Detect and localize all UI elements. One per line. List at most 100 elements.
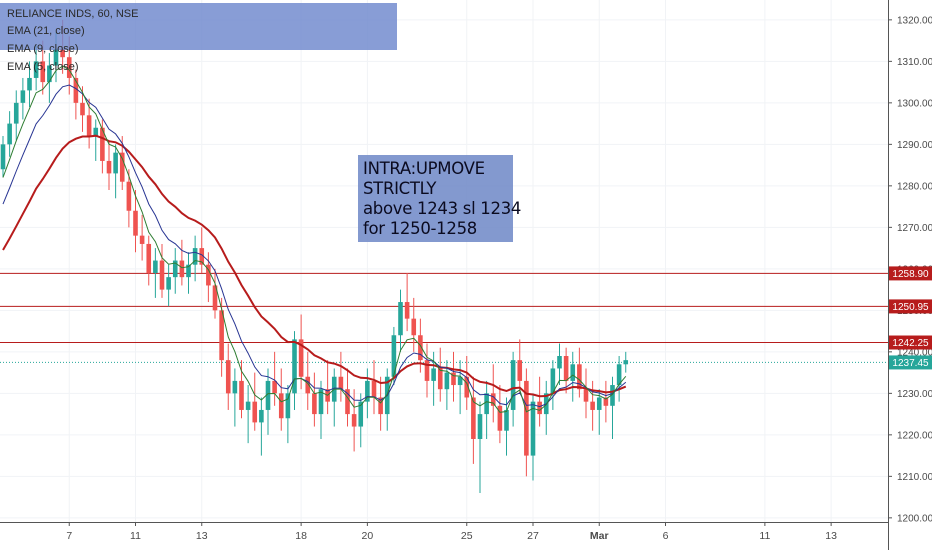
candle-body — [537, 401, 542, 415]
candle-body — [265, 380, 271, 410]
candle-body — [73, 77, 79, 103]
time-tick-label: 11 — [759, 530, 770, 542]
candle-body — [411, 318, 417, 336]
time-tick-label: Mar — [590, 530, 609, 542]
legend-symbol[interactable]: RELIANCE INDS, 60, NSE — [7, 8, 139, 20]
candle-body — [298, 339, 304, 377]
candle-body — [93, 127, 99, 137]
candle-body — [603, 397, 609, 406]
time-tick-label: 27 — [527, 530, 539, 542]
candle-body — [623, 360, 629, 365]
candle-body — [119, 152, 125, 182]
last-price-label: 1237.45 — [892, 358, 929, 369]
time-tick-label: 7 — [66, 530, 72, 542]
candle-body — [570, 364, 576, 381]
candle-body — [139, 235, 145, 244]
candle-body — [338, 376, 344, 390]
level-price-label: 1258.90 — [892, 269, 929, 280]
candle-body — [550, 368, 556, 394]
time-tick-label: 13 — [196, 530, 208, 542]
ema-5-line — [2, 65, 627, 413]
level-price-label: 1250.95 — [892, 302, 929, 313]
level-price-tag — [889, 335, 932, 350]
candle-body — [47, 65, 52, 83]
candle-body — [577, 364, 582, 390]
candle-body — [590, 401, 595, 410]
candle-body — [312, 393, 317, 415]
legend-ema-9[interactable]: EMA (9, close) — [7, 43, 79, 55]
candle-body — [424, 360, 430, 381]
candle-body — [60, 48, 65, 58]
candle-body — [199, 248, 205, 265]
time-tick-label: 6 — [663, 530, 669, 542]
price-tick-label: 1310.00 — [897, 57, 932, 68]
candle-body — [477, 414, 483, 439]
candle-body — [27, 77, 32, 91]
candle-body — [285, 393, 291, 419]
candle-body — [404, 302, 410, 319]
candle-body — [166, 277, 171, 290]
candle-body — [345, 389, 350, 415]
candle-body — [418, 335, 423, 361]
legend-ema-5[interactable]: EMA (5, close) — [7, 61, 79, 73]
note-line-1: INTRA:UPMOVE — [363, 159, 485, 178]
last-price-tag — [889, 355, 932, 370]
candle-body — [239, 380, 244, 410]
candle-body — [86, 115, 92, 137]
ema-21-line — [2, 134, 627, 398]
candle-body — [113, 152, 118, 174]
candle-body — [517, 360, 523, 381]
trade-note[interactable]: INTRA:UPMOVE STRICTLY above 1243 sl 1234… — [358, 155, 521, 242]
level-price-labels: 1258.90 1250.95 1242.25 1237.45 — [889, 266, 932, 370]
price-tick-label: 1220.00 — [897, 430, 932, 441]
price-tick-label: 1270.00 — [897, 223, 932, 234]
candle-body — [457, 376, 463, 386]
candle-body — [358, 401, 364, 427]
candle-body — [583, 389, 589, 402]
candle-body — [292, 339, 297, 394]
time-axis[interactable]: 7 11 13 18 20 25 27 Mar 6 11 13 — [0, 522, 888, 542]
candle-body — [596, 397, 602, 410]
candle-body — [245, 401, 251, 410]
candle-body — [259, 409, 264, 423]
candle-body — [133, 210, 138, 236]
horizontal-levels — [0, 272, 888, 363]
candle-body — [40, 61, 46, 83]
candle-body — [305, 376, 311, 394]
candle-body — [212, 285, 218, 311]
candle-body — [186, 264, 191, 278]
candle-body — [557, 356, 562, 369]
ema-series — [2, 65, 627, 413]
candle-body — [80, 102, 85, 116]
level-price-label: 1242.25 — [892, 338, 929, 349]
candle-body — [225, 360, 231, 394]
candle-body — [192, 248, 198, 265]
candle-body — [451, 372, 456, 386]
note-line-3: above 1243 sl 1234 — [363, 199, 522, 218]
level-price-tag — [889, 299, 932, 314]
candle-body — [232, 380, 238, 394]
legend-ema-21[interactable]: EMA (21, close) — [7, 25, 85, 37]
candle-body — [524, 380, 529, 456]
candle-body — [563, 356, 569, 381]
candle-body — [351, 414, 357, 427]
candle-body — [172, 260, 178, 278]
candle-body — [0, 144, 6, 170]
level-price-tag — [889, 266, 932, 281]
candle-body — [272, 380, 277, 394]
candle-body — [146, 243, 152, 273]
chart-grid — [0, 0, 888, 522]
candle-body — [497, 405, 503, 431]
candle-series — [0, 19, 629, 493]
candle-body — [490, 393, 496, 406]
candle-body — [471, 397, 476, 439]
price-tick-label: 1200.00 — [897, 513, 932, 524]
candle-body — [378, 397, 383, 415]
time-tick-label: 25 — [461, 530, 473, 542]
candle-body — [20, 90, 26, 103]
candle-body — [153, 260, 158, 273]
candle-body — [437, 368, 443, 390]
candle-body — [252, 401, 258, 423]
candle-body — [431, 368, 436, 381]
